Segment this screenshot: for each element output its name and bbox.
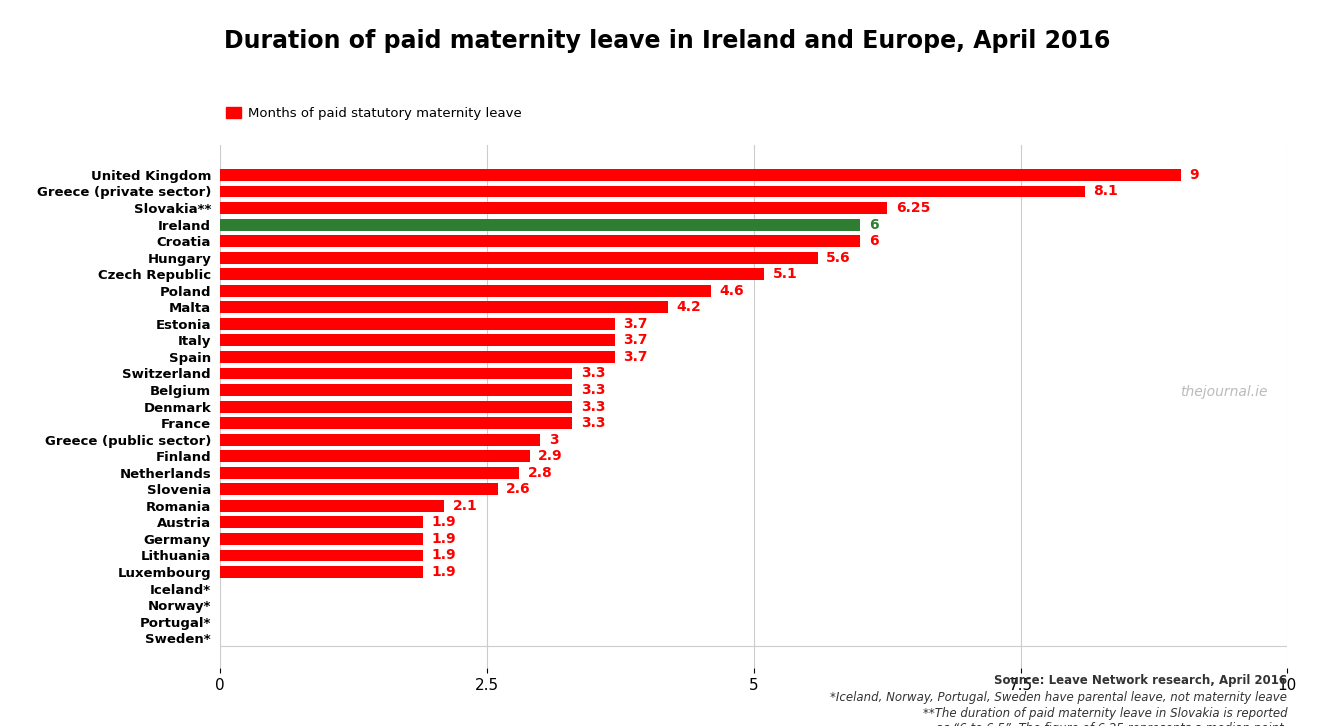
Bar [220, 186, 1085, 197]
Text: Duration of paid maternity leave in Ireland and Europe, April 2016: Duration of paid maternity leave in Irel… [224, 29, 1110, 53]
Bar [220, 417, 572, 429]
Bar [220, 401, 572, 412]
Text: thejournal.ie: thejournal.ie [1179, 385, 1267, 399]
Bar [220, 367, 572, 380]
Bar [220, 467, 519, 478]
Bar [220, 351, 615, 363]
Text: 3.3: 3.3 [580, 399, 606, 414]
Bar [220, 268, 764, 280]
Bar [220, 318, 615, 330]
Text: 6: 6 [868, 218, 879, 232]
Bar [220, 301, 668, 313]
Text: 6: 6 [868, 234, 879, 248]
Text: 3.7: 3.7 [623, 350, 648, 364]
Bar [220, 169, 1181, 181]
Text: 3.3: 3.3 [580, 416, 606, 430]
Bar [220, 235, 860, 247]
Text: 4.2: 4.2 [676, 301, 702, 314]
Bar [220, 500, 444, 512]
Text: 1.9: 1.9 [431, 565, 456, 579]
Bar [220, 433, 540, 446]
Text: 2.8: 2.8 [527, 466, 552, 480]
Text: 2.1: 2.1 [452, 499, 478, 513]
Text: **The duration of paid maternity leave in Slovakia is reported: **The duration of paid maternity leave i… [923, 707, 1287, 720]
Text: Source: Leave Network research, April 2016: Source: Leave Network research, April 20… [994, 674, 1287, 687]
Bar [220, 533, 423, 545]
Bar [220, 252, 818, 264]
Text: 2.9: 2.9 [538, 449, 563, 463]
Text: 1.9: 1.9 [431, 532, 456, 546]
Text: *Iceland, Norway, Portugal, Sweden have parental leave, not maternity leave: *Iceland, Norway, Portugal, Sweden have … [830, 691, 1287, 704]
Text: 5.6: 5.6 [826, 250, 851, 265]
Text: 3.7: 3.7 [623, 317, 648, 331]
Bar [220, 550, 423, 561]
Legend: Months of paid statutory maternity leave: Months of paid statutory maternity leave [225, 107, 522, 121]
Bar [220, 566, 423, 578]
Bar [220, 285, 711, 297]
Bar [220, 219, 860, 231]
Bar [220, 335, 615, 346]
Text: as “6 to 6.5”. The figure of 6.25 represents a median point.: as “6 to 6.5”. The figure of 6.25 repres… [936, 722, 1287, 726]
Text: 3: 3 [548, 433, 559, 446]
Bar [220, 202, 887, 214]
Text: 3.7: 3.7 [623, 333, 648, 347]
Text: 8.1: 8.1 [1093, 184, 1118, 198]
Bar [220, 450, 530, 462]
Text: 9: 9 [1189, 168, 1199, 182]
Bar [220, 384, 572, 396]
Text: 1.9: 1.9 [431, 548, 456, 563]
Text: 3.3: 3.3 [580, 383, 606, 397]
Text: 1.9: 1.9 [431, 515, 456, 529]
Text: 5.1: 5.1 [772, 267, 798, 281]
Bar [220, 484, 498, 495]
Text: 4.6: 4.6 [719, 284, 744, 298]
Text: 3.3: 3.3 [580, 367, 606, 380]
Bar [220, 516, 423, 529]
Text: 2.6: 2.6 [506, 482, 531, 497]
Text: 6.25: 6.25 [895, 201, 930, 215]
